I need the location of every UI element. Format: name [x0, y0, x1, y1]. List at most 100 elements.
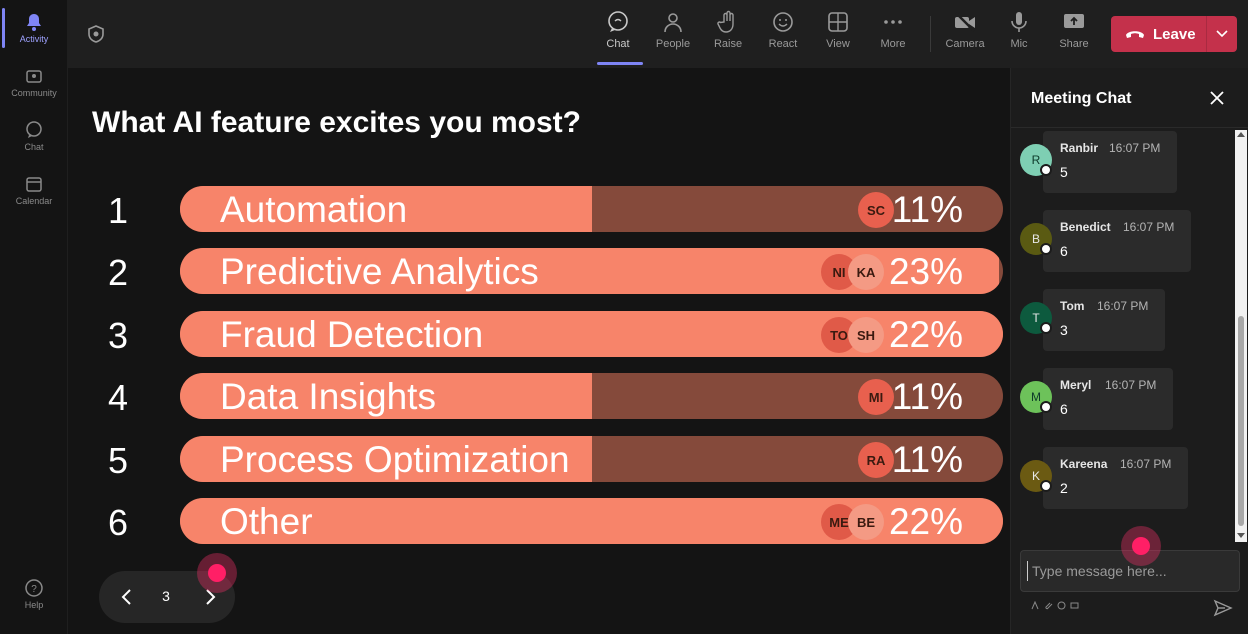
poll-option-label: Data Insights	[220, 376, 436, 417]
toolbar-mic-button[interactable]: Mic	[994, 10, 1044, 50]
leave-button[interactable]: Leave	[1111, 16, 1237, 52]
chat-sender-name: Ranbir	[1060, 141, 1099, 155]
toolbar-raise-button[interactable]: Raise	[703, 10, 753, 50]
avatar-initial: M	[1031, 390, 1041, 404]
calendar-icon	[26, 177, 42, 192]
mic-icon	[1011, 12, 1027, 32]
rail-item-label: Calendar	[15, 196, 53, 206]
page-number: 3	[162, 588, 170, 604]
chat-message[interactable]: Kareena 16:07 PM 2 K	[1011, 447, 1231, 511]
poll-option-row: 4 Data Insights 11% MI	[68, 373, 1010, 421]
chat-sender-name: Benedict	[1060, 220, 1111, 234]
poll-option-row: 5 Process Optimization 11% RA	[68, 436, 1010, 484]
avatar[interactable]: R	[1020, 144, 1052, 176]
poll-option-bar[interactable]: Process Optimization 11% RA	[180, 436, 1003, 482]
chat-icon	[26, 121, 42, 138]
presence-status-icon	[1040, 322, 1052, 334]
rail-item-calendar[interactable]: Calendar	[0, 174, 68, 206]
rail-item-chat[interactable]: Chat	[0, 120, 68, 152]
poll-option-row: 6 Other 22% ME BE	[68, 498, 1010, 546]
avatar[interactable]: K	[1020, 460, 1052, 492]
poll-stage: What AI feature excites you most? 1 Autom…	[68, 68, 1010, 634]
app-rail: Activity Community Chat Calendar ? Help	[0, 0, 68, 634]
toolbar-chat-button[interactable]: Chat	[593, 10, 643, 50]
leave-label: Leave	[1153, 25, 1196, 43]
send-icon[interactable]	[1213, 598, 1233, 618]
toolbar-share-button[interactable]: Share	[1049, 10, 1099, 50]
chat-timestamp: 16:07 PM	[1105, 378, 1157, 392]
chat-timestamp: 16:07 PM	[1123, 220, 1175, 234]
poll-option-bar[interactable]: Automation 11% SC	[180, 186, 1003, 232]
gif-icon[interactable]	[1070, 601, 1079, 610]
chat-header: Meeting Chat	[1011, 68, 1248, 128]
leave-options-button[interactable]	[1207, 30, 1237, 38]
leave-main-button[interactable]: Leave	[1111, 16, 1207, 52]
toolbar-label: People	[655, 38, 691, 50]
poll-option-bar[interactable]: Data Insights 11% MI	[180, 373, 1003, 419]
chevron-left-icon[interactable]	[115, 585, 139, 609]
poll-option-rank: 4	[108, 377, 129, 418]
scroll-up-arrow[interactable]	[1237, 132, 1245, 137]
chat-message[interactable]: Benedict 16:07 PM 6 B	[1011, 210, 1231, 274]
chat-timestamp: 16:07 PM	[1109, 141, 1161, 155]
poll-question: What AI feature excites you most?	[92, 106, 581, 139]
scroll-down-arrow[interactable]	[1237, 533, 1245, 538]
chat-title: Meeting Chat	[1031, 90, 1132, 107]
chat-message[interactable]: Tom 16:07 PM 3 T	[1011, 289, 1231, 353]
poll-option-bar[interactable]: Other 22% ME BE	[180, 498, 1003, 544]
poll-option-fill	[180, 436, 592, 482]
chat-timestamp: 16:07 PM	[1120, 457, 1172, 471]
toolbar-view-button[interactable]: View	[813, 10, 863, 50]
avatar[interactable]: T	[1020, 302, 1052, 334]
toolbar-more-button[interactable]: More	[868, 10, 918, 50]
poll-option-rank: 1	[108, 190, 129, 231]
poll-option-percent: 23%	[888, 251, 963, 292]
voter-avatar: SC	[858, 192, 894, 228]
chevron-right-icon[interactable]	[198, 585, 222, 609]
toolbar-label: Chat	[606, 38, 630, 50]
poll-option-percent: 11%	[891, 376, 963, 417]
scroll-thumb[interactable]	[1238, 316, 1244, 526]
avatar[interactable]: B	[1020, 223, 1052, 255]
attach-icon[interactable]	[1044, 601, 1053, 610]
poll-option-rank: 5	[108, 440, 129, 481]
poll-option-bar[interactable]: Predictive Analytics 23% NI KA	[180, 248, 1003, 294]
rail-item-label: Community	[11, 88, 57, 98]
chat-message[interactable]: Meryl 16:07 PM 6 M	[1011, 368, 1231, 432]
poll-option-percent: 22%	[888, 314, 963, 355]
chat-message-input[interactable]	[1027, 561, 1232, 581]
chat-bubble: Tom 16:07 PM 3	[1043, 289, 1165, 351]
voter-avatar: KA	[848, 254, 884, 290]
close-icon[interactable]	[1209, 90, 1225, 106]
rail-item-community[interactable]: Community	[0, 66, 68, 98]
toolbar-label: Raise	[713, 38, 743, 50]
chat-message-list[interactable]: Ranbir 16:07 PM 5 R Benedict 16:07 PM 6 B Tom 16:…	[1011, 128, 1248, 542]
poll-option-rank: 3	[108, 315, 129, 356]
avatar-initial: T	[1032, 311, 1040, 325]
poll-option-bar[interactable]: Fraud Detection 22% TO SH	[180, 311, 1003, 357]
toolbar-people-button[interactable]: People	[648, 10, 698, 50]
chat-scrollbar[interactable]	[1235, 130, 1247, 542]
chat-input-box[interactable]	[1020, 550, 1240, 592]
format-icon[interactable]	[1031, 601, 1040, 610]
poll-option-percent: 22%	[888, 501, 963, 542]
share-icon	[1064, 14, 1084, 28]
emoji-icon[interactable]	[1057, 601, 1066, 610]
rail-item-help[interactable]: ? Help	[0, 578, 68, 610]
chat-bubble: Benedict 16:07 PM 6	[1043, 210, 1191, 272]
chat-message[interactable]: Ranbir 16:07 PM 5 R	[1011, 131, 1231, 195]
toolbar-react-button[interactable]: React	[758, 10, 808, 50]
chat-message-text: 5	[1060, 164, 1068, 180]
avatar[interactable]: M	[1020, 381, 1052, 413]
avatar-initial: B	[1031, 232, 1040, 246]
poll-option-fill	[180, 186, 592, 232]
toolbar-camera-button[interactable]: Camera	[940, 10, 990, 50]
poll-option-row: 2 Predictive Analytics 23% NI KA	[68, 248, 1010, 296]
tab-active-underline	[597, 62, 643, 65]
meeting-toolbar: Chat People Raise React View More Camera…	[68, 0, 1248, 68]
avatar-initial: R	[1031, 153, 1041, 167]
rail-item-activity[interactable]: Activity	[0, 12, 68, 44]
chat-sender-name: Tom	[1060, 299, 1085, 313]
shield-icon[interactable]	[86, 24, 106, 44]
voter-avatar: MI	[858, 379, 894, 415]
